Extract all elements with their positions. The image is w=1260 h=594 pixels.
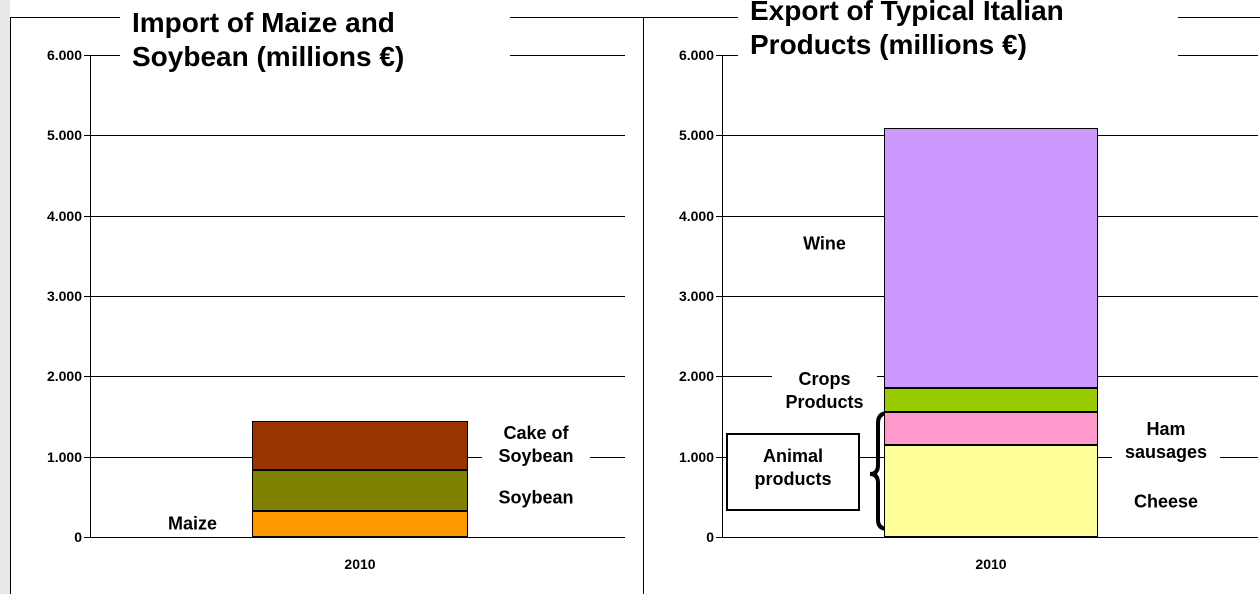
series-label: Crops Products [772,368,877,415]
bar-segment [884,412,1098,445]
series-label: Cake of Soybean [482,422,590,469]
annotation-box: Animal products [726,433,860,511]
y-tick-label: 5.000 [46,127,82,144]
y-tick-label: 1.000 [46,448,82,465]
x-tick-label: 2010 [975,556,1007,572]
grid-line [84,376,625,378]
y-tick-label: 4.000 [678,207,714,224]
chart-title: Import of Maize and Soybean (millions €) [120,6,510,74]
grid-line [84,135,625,137]
series-label: Ham sausages [1112,417,1220,464]
y-tick-label: 0 [74,529,82,545]
bar-segment [252,470,468,512]
y-tick-label: 1.000 [678,448,714,465]
chart-title: Export of Typical Italian Products (mill… [738,0,1178,62]
y-tick-label: 3.000 [678,288,714,304]
bracket [869,411,889,531]
y-tick-label: 2.000 [46,368,82,385]
y-tick-label: 2.000 [678,368,714,385]
y-tick-label: 3.000 [46,288,82,304]
series-label: Wine [772,232,877,256]
grid-line [716,537,1258,538]
x-tick-label: 2010 [344,556,376,572]
bar-segment [884,444,1098,537]
side-strip [0,0,10,594]
grid-line [84,215,625,217]
bar-segment [252,511,468,537]
bar-segment [884,128,1098,388]
y-tick-label: 0 [706,529,714,545]
y-tick-label: 5.000 [678,127,714,144]
series-label: Maize [140,512,245,536]
y-tick-label: 4.000 [46,207,82,224]
y-tick-label: 6.000 [678,47,714,63]
grid-line [84,296,625,297]
series-label: Cheese [1112,490,1220,514]
series-label: Soybean [482,486,590,510]
grid-line [84,537,625,538]
bar-segment [884,387,1098,413]
bar-segment [252,420,468,471]
y-tick-label: 6.000 [46,47,82,63]
